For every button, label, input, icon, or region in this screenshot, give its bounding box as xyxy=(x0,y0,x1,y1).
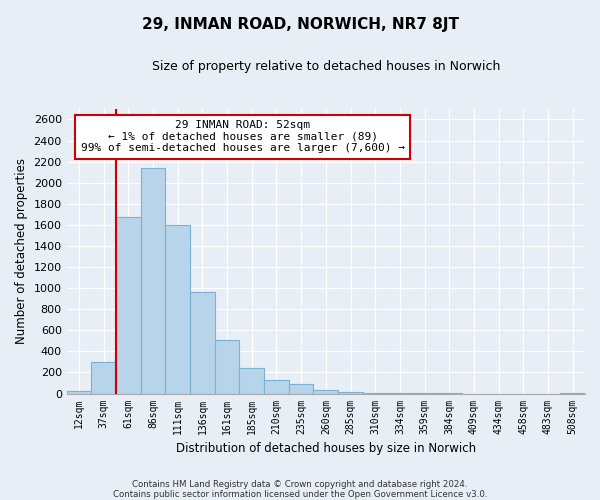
Bar xyxy=(141,168,166,394)
Text: 29 INMAN ROAD: 52sqm
← 1% of detached houses are smaller (89)
99% of semi-detach: 29 INMAN ROAD: 52sqm ← 1% of detached ho… xyxy=(81,120,405,154)
Bar xyxy=(239,368,264,394)
X-axis label: Distribution of detached houses by size in Norwich: Distribution of detached houses by size … xyxy=(176,442,476,455)
Title: Size of property relative to detached houses in Norwich: Size of property relative to detached ho… xyxy=(152,60,500,73)
Text: 29, INMAN ROAD, NORWICH, NR7 8JT: 29, INMAN ROAD, NORWICH, NR7 8JT xyxy=(142,18,458,32)
Bar xyxy=(363,393,388,394)
Bar xyxy=(190,292,215,394)
Bar xyxy=(67,392,91,394)
Text: Contains public sector information licensed under the Open Government Licence v3: Contains public sector information licen… xyxy=(113,490,487,499)
Bar xyxy=(313,390,338,394)
Bar xyxy=(166,225,190,394)
Bar xyxy=(289,384,313,394)
Bar xyxy=(338,392,363,394)
Bar xyxy=(560,392,585,394)
Bar xyxy=(91,362,116,394)
Bar xyxy=(264,380,289,394)
Bar xyxy=(215,340,239,394)
Bar xyxy=(116,218,141,394)
Y-axis label: Number of detached properties: Number of detached properties xyxy=(15,158,28,344)
Text: Contains HM Land Registry data © Crown copyright and database right 2024.: Contains HM Land Registry data © Crown c… xyxy=(132,480,468,489)
